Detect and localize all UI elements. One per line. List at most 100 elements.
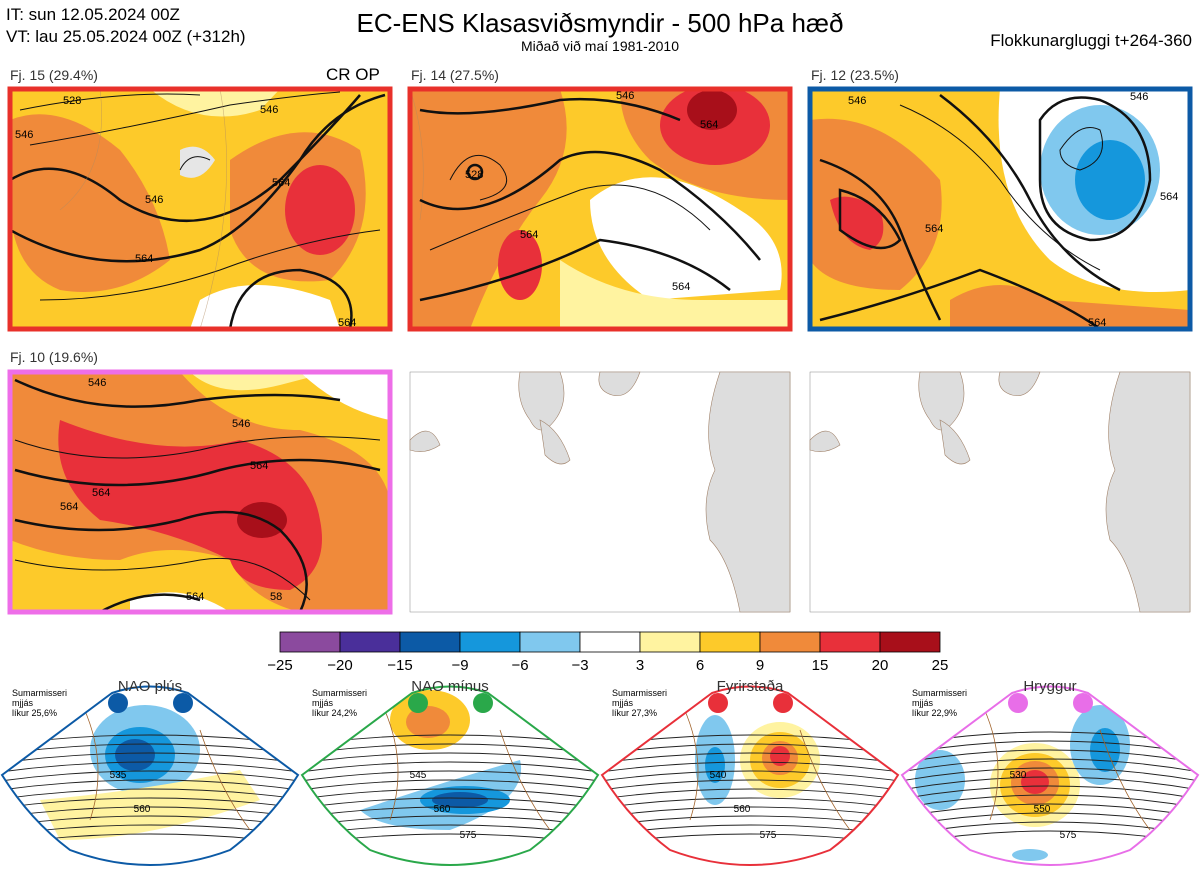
- colorbar-swatch: [639, 631, 701, 653]
- regime-contour-label: 540: [710, 770, 727, 781]
- empty-map-5: [409, 371, 791, 613]
- regime-contour-label: 530: [1010, 770, 1027, 781]
- colorbar-tick: −20: [327, 657, 352, 674]
- cluster-label-4: Fj. 10 (19.6%): [10, 349, 98, 365]
- contour-label: 564: [272, 177, 290, 189]
- colorbar-swatch: [699, 631, 761, 653]
- cluster-frame-4: [7, 369, 393, 615]
- contour-label: 546: [15, 129, 33, 141]
- contour-labels-3: 546 546 564 564 564: [848, 91, 1178, 329]
- colorbar-swatch: [279, 631, 341, 653]
- colorbar-swatch: [759, 631, 821, 653]
- regime-info: mjjás: [912, 698, 934, 708]
- contour-label: 564: [60, 501, 78, 513]
- cluster-map-2: [410, 89, 790, 329]
- regime-marker-left: [108, 693, 128, 713]
- contour-label: 564: [92, 487, 110, 499]
- contour-label: 528: [465, 169, 483, 181]
- colorbar-swatch: [579, 631, 641, 653]
- cluster-label-3: Fj. 12 (23.5%): [811, 67, 899, 83]
- regime-name: Hryggur: [1023, 678, 1076, 695]
- regime-contour-label: 575: [460, 830, 477, 841]
- contour-label: 546: [232, 418, 250, 430]
- page-title: EC-ENS Klasasviðsmyndir - 500 hPa hæð: [356, 8, 844, 38]
- regime-contour-label: 545: [410, 770, 427, 781]
- contour-label: 546: [145, 194, 163, 206]
- colorbar-tick: 3: [636, 657, 644, 674]
- cluster-window: Flokkunargluggi t+264-360: [990, 31, 1192, 50]
- colorbar-swatch: [339, 631, 401, 653]
- initial-time: IT: sun 12.05.2024 00Z: [6, 5, 180, 24]
- colorbar-swatch: [879, 631, 941, 653]
- cluster-tag-1: CR OP: [326, 65, 380, 84]
- regime-marker-left: [708, 693, 728, 713]
- cluster-map-4: [10, 372, 390, 612]
- regime-info: Sumarmisseri: [12, 688, 67, 698]
- regime-marker-right: [1073, 693, 1093, 713]
- contour-label: 564: [1160, 191, 1178, 203]
- regime-info: Sumarmisseri: [612, 688, 667, 698]
- contour-label: 564: [135, 253, 153, 265]
- colorbar-tick: −25: [267, 657, 292, 674]
- cluster-map-3: [810, 89, 1190, 329]
- colorbar-tick: −15: [387, 657, 412, 674]
- contour-label: 564: [338, 317, 356, 329]
- contour-label: 564: [925, 223, 943, 235]
- cluster-map-1: [10, 89, 390, 329]
- empty-map-6: [809, 371, 1191, 613]
- colorbar-tick: 25: [932, 657, 949, 674]
- colorbar: −25 −20 −15 −9 −6 −3 3 6 9 15 20 25: [267, 631, 949, 674]
- regime-marker-right: [473, 693, 493, 713]
- colorbar-tick: 20: [872, 657, 889, 674]
- contour-label: 58: [270, 591, 282, 603]
- contour-label: 528: [63, 95, 81, 107]
- colorbar-swatch: [459, 631, 521, 653]
- contour-label: 546: [616, 90, 634, 102]
- contour-label: 564: [1088, 317, 1106, 329]
- contour-label: 546: [88, 377, 106, 389]
- regime-contour-label: 575: [1060, 830, 1077, 841]
- regime-contour-label: 560: [434, 804, 451, 815]
- regime-frame: [300, 685, 600, 866]
- regime-info: mjjás: [12, 698, 34, 708]
- cluster-frame-3: [807, 86, 1193, 332]
- colorbar-tick: 9: [756, 657, 764, 674]
- regime-contour-label: 535: [110, 770, 127, 781]
- regime-marker-right: [173, 693, 193, 713]
- regime-info: Sumarmisseri: [312, 688, 367, 698]
- page-subtitle: Miðað við maí 1981-2010: [521, 38, 679, 54]
- colorbar-tick: 6: [696, 657, 704, 674]
- regime-info: Sumarmisseri: [912, 688, 967, 698]
- regime-info: líkur 24,2%: [312, 708, 357, 718]
- regime-info: líkur 22,9%: [912, 708, 957, 718]
- regime-marker-left: [1008, 693, 1028, 713]
- regime-frame: [600, 685, 900, 866]
- contour-label: 546: [848, 95, 866, 107]
- regime-name: NAO mínus: [411, 678, 489, 695]
- cluster-frame-1: [7, 86, 393, 332]
- regime-info: mjjás: [612, 698, 634, 708]
- contour-label: 564: [186, 591, 204, 603]
- contour-label: 564: [250, 460, 268, 472]
- header-info: IT: sun 12.05.2024 00Z VT: lau 25.05.202…: [6, 4, 246, 48]
- colorbar-swatch: [519, 631, 581, 653]
- contour-labels-2: 546 528 564 564 564: [465, 90, 718, 293]
- regime-name: NAO plús: [118, 678, 182, 695]
- regime-marker-left: [408, 693, 428, 713]
- regime-info: líkur 25,6%: [12, 708, 57, 718]
- colorbar-tick: −6: [511, 657, 528, 674]
- regime-frame: [0, 685, 300, 866]
- valid-time: VT: lau 25.05.2024 00Z (+312h): [6, 27, 246, 46]
- contour-label: 546: [260, 104, 278, 116]
- cluster-label-1: Fj. 15 (29.4%): [10, 67, 98, 83]
- cluster-label-2: Fj. 14 (27.5%): [411, 67, 499, 83]
- colorbar-swatch: [819, 631, 881, 653]
- regime-info: líkur 27,3%: [612, 708, 657, 718]
- regime-marker-right: [773, 693, 793, 713]
- regime-2: 545 560 575 NAO mínus Sumarmisserimjjáslíkur…: [300, 678, 600, 866]
- regime-3: 540 560 575 Fyrirstaða Sumarmisserimjjáslíku…: [600, 678, 900, 866]
- regime-contour-label: 560: [134, 804, 151, 815]
